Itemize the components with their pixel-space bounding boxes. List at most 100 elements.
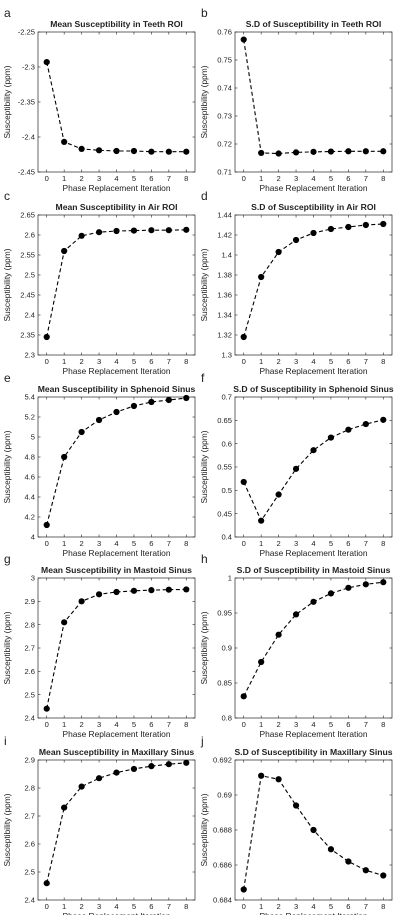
y-tick-label: 2.55 [20, 251, 35, 260]
x-axis-label: Phase Replacement Iteration [259, 729, 367, 739]
x-tick-label: 6 [346, 720, 350, 729]
data-point [292, 465, 300, 472]
x-tick-label: 8 [381, 539, 385, 548]
data-point [275, 150, 282, 157]
chart-title: S.D of Susceptibility in Mastoid Sinus [237, 565, 391, 575]
data-point [95, 147, 103, 154]
y-tick-label: 2.65 [20, 211, 35, 220]
data-point [165, 761, 172, 768]
x-tick-label: 2 [79, 902, 83, 911]
x-tick-label: 2 [276, 720, 280, 729]
panel-letter: f [201, 371, 205, 385]
y-tick-label: 2.6 [24, 231, 35, 240]
data-point [240, 693, 247, 700]
plot-area [37, 214, 196, 356]
data-point [78, 783, 85, 790]
y-tick-label: 0.686 [213, 861, 232, 870]
data-point [292, 149, 300, 156]
data-point [130, 147, 138, 155]
y-tick-label: 2.6 [24, 667, 35, 676]
x-tick-label: 6 [346, 902, 350, 911]
x-tick-label: 1 [62, 902, 66, 911]
plot-area [234, 396, 393, 538]
panel-e: e Mean Susceptibility in Sphenoid Sinus 0 1… [2, 371, 196, 558]
x-tick-label: 5 [329, 174, 333, 183]
data-point [130, 587, 138, 594]
data-point [130, 765, 138, 773]
data-point [310, 447, 317, 454]
y-tick-label: 0.74 [217, 84, 232, 93]
x-tick-label: 0 [242, 357, 246, 366]
y-tick-label: 0.6 [221, 439, 232, 448]
data-point [165, 227, 172, 234]
data-point [380, 579, 387, 586]
y-tick-label: 2.5 [24, 271, 35, 280]
y-tick-label: 2.8 [24, 784, 35, 793]
y-tick-label: 0.7 [221, 393, 232, 402]
x-tick-label: 0 [45, 902, 49, 911]
plot-area [37, 396, 196, 538]
x-tick-label: 7 [167, 174, 171, 183]
panel-letter: d [201, 189, 208, 203]
x-tick-label: 5 [132, 357, 136, 366]
x-tick-label: 6 [149, 174, 153, 183]
x-tick-label: 0 [45, 174, 49, 183]
x-tick-label: 6 [346, 174, 350, 183]
data-point [345, 858, 352, 865]
plot-area [37, 759, 196, 901]
y-tick-label: 4.2 [24, 513, 35, 522]
chart-title: Mean Susceptibility in Maxillary Sinus [39, 747, 194, 757]
panel-letter: j [200, 734, 204, 748]
x-axis-label: Phase Replacement Iteration [259, 183, 367, 193]
y-tick-label: 0.85 [217, 679, 232, 688]
data-point [258, 517, 265, 524]
chart-title: S.D of Susceptibility in Sphenoid Sinus [233, 384, 394, 394]
y-tick-label: 5 [31, 433, 35, 442]
data-point [275, 248, 282, 256]
data-point [310, 229, 317, 237]
y-tick-label: 2.35 [20, 331, 35, 340]
x-tick-label: 3 [97, 539, 101, 548]
y-tick-label: 5.4 [24, 393, 35, 402]
y-tick-label: 5.2 [24, 413, 35, 422]
x-tick-label: 0 [242, 902, 246, 911]
y-tick-label: 2.4 [24, 714, 35, 723]
y-tick-label: 0.73 [217, 112, 232, 121]
data-point [183, 394, 190, 402]
x-tick-label: 5 [132, 902, 136, 911]
data-point [327, 225, 335, 233]
x-tick-label: 4 [311, 539, 315, 548]
data-point [275, 491, 282, 498]
data-point [95, 775, 103, 782]
data-point [43, 705, 50, 712]
x-axis-label: Phase Replacement Iteration [259, 911, 367, 915]
x-tick-label: 1 [259, 902, 263, 911]
plot-area [37, 577, 196, 719]
y-tick-label: 0.5 [221, 486, 232, 495]
data-point [310, 826, 317, 834]
data-point [43, 333, 50, 341]
data-point [148, 227, 155, 234]
y-tick-label: 2.5 [24, 868, 35, 877]
chart-title: Mean Susceptibility in Mastoid Sinus [41, 565, 192, 575]
data-point [165, 396, 172, 404]
x-tick-label: 8 [381, 357, 385, 366]
x-tick-label: 1 [259, 539, 263, 548]
x-tick-label: 6 [149, 720, 153, 729]
x-tick-label: 8 [381, 174, 385, 183]
chart-title: Mean Susceptibility in Sphenoid Sinus [38, 384, 196, 394]
x-tick-label: 4 [311, 902, 315, 911]
panel-a: a Mean Susceptibility in Teeth ROI 0 1 2 3 4 5 6… [2, 6, 196, 193]
y-tick-label: 2.3 [24, 351, 35, 360]
y-tick-label: 1.32 [217, 331, 232, 340]
data-point [292, 236, 300, 244]
x-tick-label: 5 [132, 174, 136, 183]
x-tick-label: 8 [184, 174, 188, 183]
data-point [95, 591, 103, 598]
data-point [380, 148, 387, 155]
data-point [258, 658, 265, 666]
x-tick-label: 7 [364, 902, 368, 911]
y-tick-label: 0.684 [213, 896, 232, 905]
x-tick-label: 7 [167, 902, 171, 911]
x-tick-label: 2 [276, 539, 280, 548]
